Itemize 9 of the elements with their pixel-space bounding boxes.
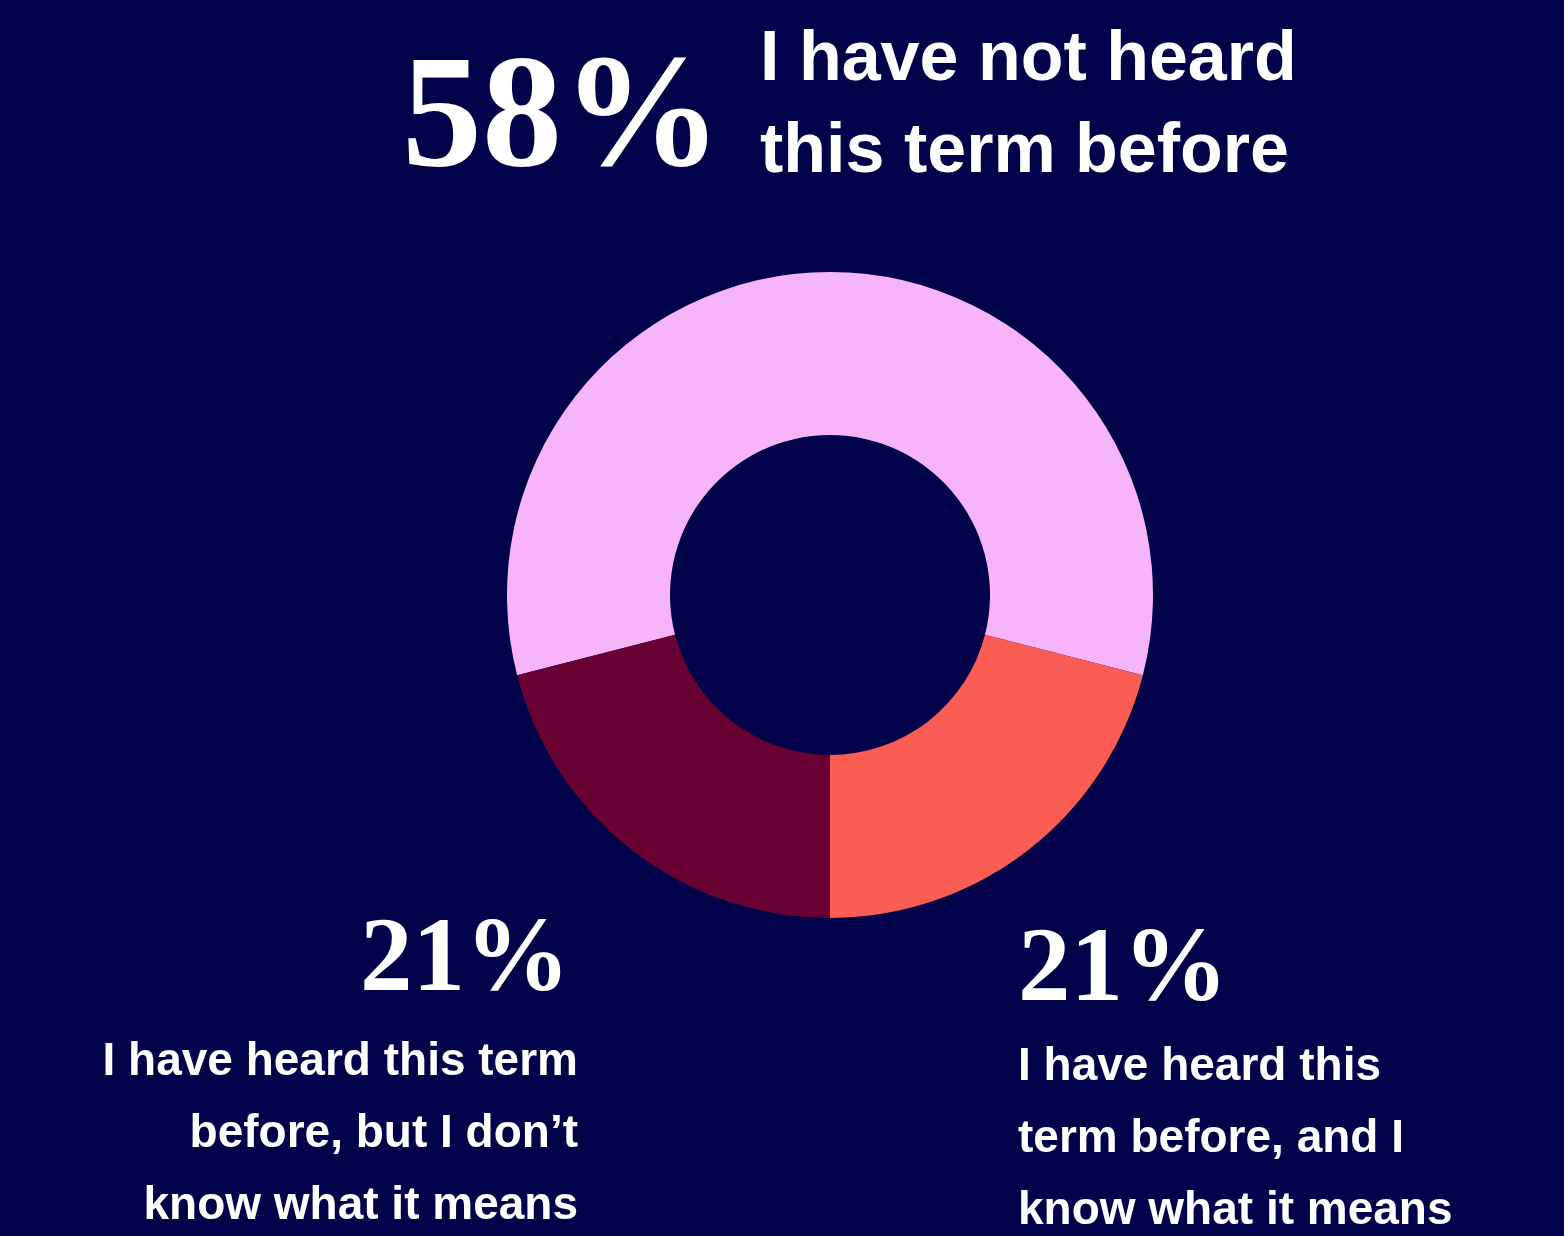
data-label: 21%: [1018, 906, 1228, 1023]
slice-label: I have heard this term before, and I know what it means: [1018, 1038, 1453, 1234]
data-label: 58%: [402, 22, 722, 200]
donut-slice: [830, 634, 1143, 918]
slice-label: I have heard this term before, but I don’t know what it means: [102, 1033, 578, 1229]
donut-slice: [517, 634, 830, 918]
donut-slice: [507, 272, 1153, 676]
data-label: 21%: [360, 896, 570, 1013]
slice-label: I have not heard this term before: [760, 17, 1297, 187]
